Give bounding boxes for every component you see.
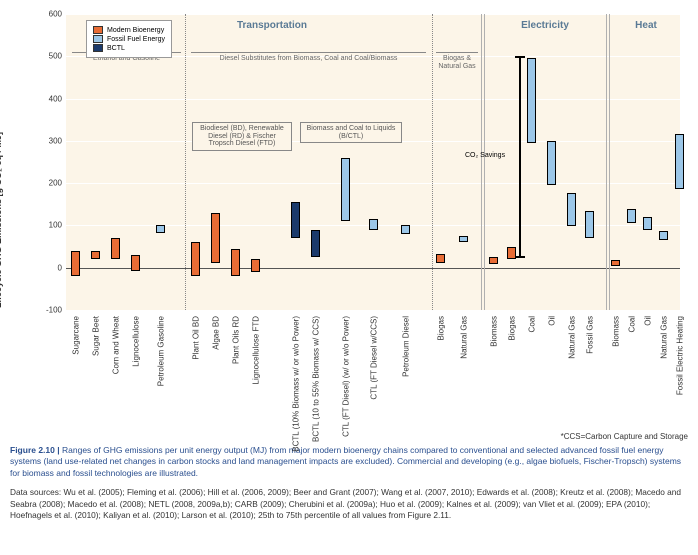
x-category-label: Plant Oil BD — [192, 316, 201, 360]
x-category-label: Sugarcane — [72, 316, 81, 355]
x-category-label: Lignocellulose — [132, 316, 141, 367]
range-box — [643, 217, 652, 230]
x-category-label: Lignocellulose FTD — [252, 316, 261, 384]
x-category-label: Coal — [628, 316, 637, 332]
x-category-label: Corn and Wheat — [112, 316, 121, 374]
x-category-label: BCTL (10% Biomass w/ or w/o Power) — [292, 316, 301, 452]
x-category-label: Oil — [548, 316, 557, 326]
range-box — [547, 141, 556, 185]
data-sources: Data sources: Wu et al. (2005); Fleming … — [10, 487, 688, 521]
range-box — [291, 202, 300, 238]
x-category-label: Biogas — [508, 316, 517, 340]
range-box — [251, 259, 260, 272]
range-box — [131, 255, 140, 271]
range-box — [611, 260, 620, 265]
caption-text: Ranges of GHG emissions per unit energy … — [10, 445, 681, 478]
range-box — [341, 158, 350, 221]
range-box — [675, 134, 684, 190]
range-box — [567, 193, 576, 226]
range-box — [231, 249, 240, 276]
x-category-label: Fossil Electric Heating — [676, 316, 685, 395]
x-category-label: CTL (FT Diesel w/CCS) — [370, 316, 379, 400]
chart-container: Lifecycle GHG Emissions [g CO₂ eq / MJ] … — [10, 10, 688, 430]
x-category-label: Natural Gas — [460, 316, 469, 359]
range-box — [111, 238, 120, 259]
range-box — [71, 251, 80, 276]
y-axis-label: Lifecycle GHG Emissions [g CO₂ eq / MJ] — [0, 132, 3, 308]
range-box — [191, 242, 200, 276]
range-box — [401, 225, 410, 233]
range-box — [91, 251, 100, 259]
figure-caption: Figure 2.10 | Ranges of GHG emissions pe… — [10, 445, 688, 479]
range-box — [156, 225, 165, 232]
legend: Modern BioenergyFossil Fuel EnergyBCTL — [86, 20, 172, 58]
range-box — [459, 236, 468, 242]
range-box — [659, 231, 668, 241]
x-category-label: Biomass — [490, 316, 499, 347]
x-category-label: Algae BD — [212, 316, 221, 350]
range-box — [311, 230, 320, 257]
range-box — [436, 254, 445, 263]
range-box — [527, 58, 536, 143]
range-box — [489, 257, 498, 265]
x-category-label: CTL (FT Diesel) (w/ or w/o Power) — [342, 316, 351, 437]
x-category-label: Petroleum Diesel — [402, 316, 411, 377]
x-category-label: Sugar Beet — [92, 316, 101, 356]
x-category-label: Biogas — [437, 316, 446, 340]
figure-number: Figure 2.10 | — [10, 445, 60, 455]
x-category-label: Coal — [528, 316, 537, 332]
plot-area: -1000100200300400500600TransportationEle… — [66, 14, 680, 310]
x-category-label: BCTL (10 to 55% Biomass w/ CCS) — [312, 316, 321, 442]
range-box — [211, 213, 220, 263]
range-box — [369, 219, 378, 230]
range-box — [585, 211, 594, 238]
x-category-label: Natural Gas — [660, 316, 669, 359]
x-category-label: Plant Oils RD — [232, 316, 241, 364]
range-box — [627, 209, 636, 224]
x-category-label: Biomass — [612, 316, 621, 347]
x-category-label: Oil — [644, 316, 653, 326]
x-category-label: Petroleum Gasoline — [157, 316, 166, 386]
x-category-label: Natural Gas — [568, 316, 577, 359]
x-category-label: Fossil Gas — [586, 316, 595, 354]
range-box — [507, 247, 516, 259]
